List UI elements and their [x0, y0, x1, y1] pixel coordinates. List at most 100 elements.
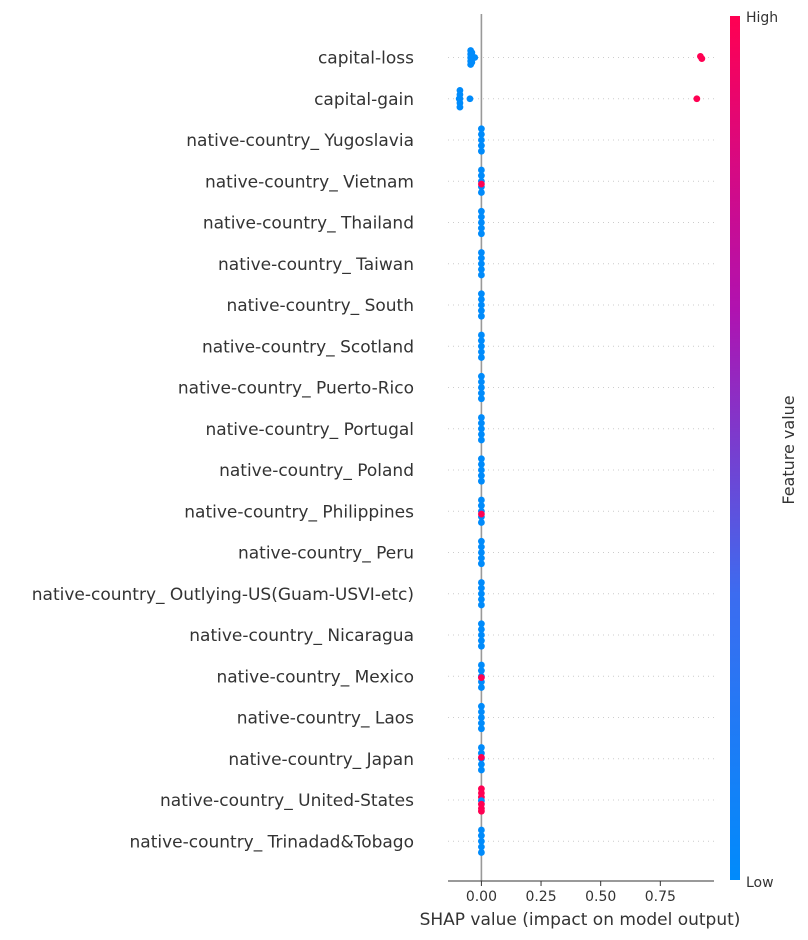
feature-label: native-country_ Vietnam — [205, 172, 414, 192]
x-tick-label: 0.75 — [645, 889, 676, 905]
data-point — [477, 642, 485, 650]
data-point — [477, 714, 485, 721]
data-points — [455, 47, 706, 856]
data-point — [477, 136, 485, 144]
data-point — [468, 59, 476, 66]
feature-label: native-country_ Puerto-Rico — [178, 379, 414, 399]
data-point — [477, 389, 485, 397]
feature-label: native-country_ Mexico — [216, 667, 414, 687]
data-point — [477, 384, 485, 391]
data-point — [698, 55, 706, 63]
data-point — [477, 331, 485, 339]
feature-label: capital-gain — [314, 90, 414, 110]
data-point — [477, 744, 485, 751]
data-point — [477, 131, 485, 138]
data-point — [477, 590, 485, 598]
feature-label: capital-loss — [318, 49, 414, 69]
data-point — [477, 142, 485, 150]
data-point — [477, 719, 485, 727]
data-point — [477, 461, 485, 468]
feature-label: native-country_ Trinadad&Tobago — [130, 832, 415, 852]
data-point — [477, 753, 485, 761]
data-point — [477, 342, 485, 350]
x-axis-label: SHAP value (impact on model output) — [420, 910, 741, 930]
data-point — [477, 560, 485, 568]
feature-labels: capital-loss capital-gain native-country_ … — [32, 49, 414, 853]
x-tick-label: 0.25 — [525, 889, 556, 905]
data-point — [471, 54, 479, 61]
data-point — [477, 826, 485, 834]
feature-label: native-country_ Taiwan — [218, 255, 414, 275]
data-point — [477, 667, 485, 675]
feature-label: native-country_ Nicaragua — [189, 626, 414, 646]
data-point — [477, 414, 485, 421]
data-point — [477, 631, 485, 639]
data-point — [477, 708, 485, 716]
data-point — [477, 584, 485, 592]
data-point — [477, 296, 485, 303]
feature-label: native-country_ United-States — [160, 791, 414, 811]
data-point — [477, 466, 485, 474]
feature-label: native-country_ Portugal — [205, 420, 414, 440]
colorbar-gradient — [730, 16, 740, 880]
data-point — [477, 661, 485, 669]
data-point — [477, 843, 485, 851]
data-point — [477, 549, 485, 556]
row-gridlines — [448, 57, 714, 842]
data-point — [477, 260, 485, 268]
data-point — [477, 637, 485, 644]
data-point — [477, 224, 485, 232]
data-point — [477, 395, 485, 403]
data-point — [477, 430, 485, 438]
data-point — [477, 620, 485, 628]
feature-label: native-country_ Scotland — [202, 337, 414, 357]
data-point — [477, 337, 485, 345]
colorbar-title: Feature value — [779, 395, 798, 504]
data-point — [477, 760, 485, 768]
data-point — [477, 472, 485, 479]
feature-label: native-country_ Outlying-US(Guam-USVI-et… — [32, 585, 414, 605]
feature-label: native-country_ Poland — [219, 461, 414, 481]
data-point — [477, 125, 485, 133]
feature-label: native-country_ Japan — [228, 750, 414, 770]
data-point — [477, 307, 485, 314]
data-point — [477, 807, 485, 815]
data-point — [477, 301, 485, 309]
data-point — [477, 537, 485, 545]
data-point — [477, 378, 485, 386]
data-point — [477, 147, 485, 155]
data-point — [477, 348, 485, 356]
data-point — [477, 502, 485, 510]
feature-label: native-country_ Philippines — [184, 502, 414, 522]
data-point — [468, 49, 476, 56]
data-point — [477, 189, 485, 196]
data-point — [477, 510, 485, 518]
feature-label: native-country_ Thailand — [203, 214, 414, 234]
data-point — [477, 290, 485, 298]
data-point — [477, 172, 485, 180]
data-point — [477, 477, 485, 485]
data-point — [477, 496, 485, 504]
x-tick-label: 0.50 — [585, 889, 616, 905]
data-point — [477, 180, 485, 188]
data-point — [477, 249, 485, 256]
data-point — [477, 213, 485, 221]
data-point — [693, 95, 701, 103]
x-tick-label: 0.00 — [466, 889, 497, 905]
data-point — [477, 837, 485, 845]
data-point — [477, 219, 485, 226]
data-point — [466, 95, 474, 103]
data-point — [477, 725, 485, 733]
data-point — [477, 519, 485, 526]
colorbar: High Low Feature value — [730, 10, 798, 891]
data-point — [477, 702, 485, 710]
data-point — [477, 207, 485, 215]
x-axis: 0.00 0.25 0.50 0.75 — [448, 880, 714, 905]
data-point — [477, 554, 485, 562]
data-point — [477, 354, 485, 361]
colorbar-high-label: High — [746, 10, 778, 26]
data-point — [477, 626, 485, 633]
data-point — [477, 436, 485, 444]
data-point — [477, 254, 485, 262]
